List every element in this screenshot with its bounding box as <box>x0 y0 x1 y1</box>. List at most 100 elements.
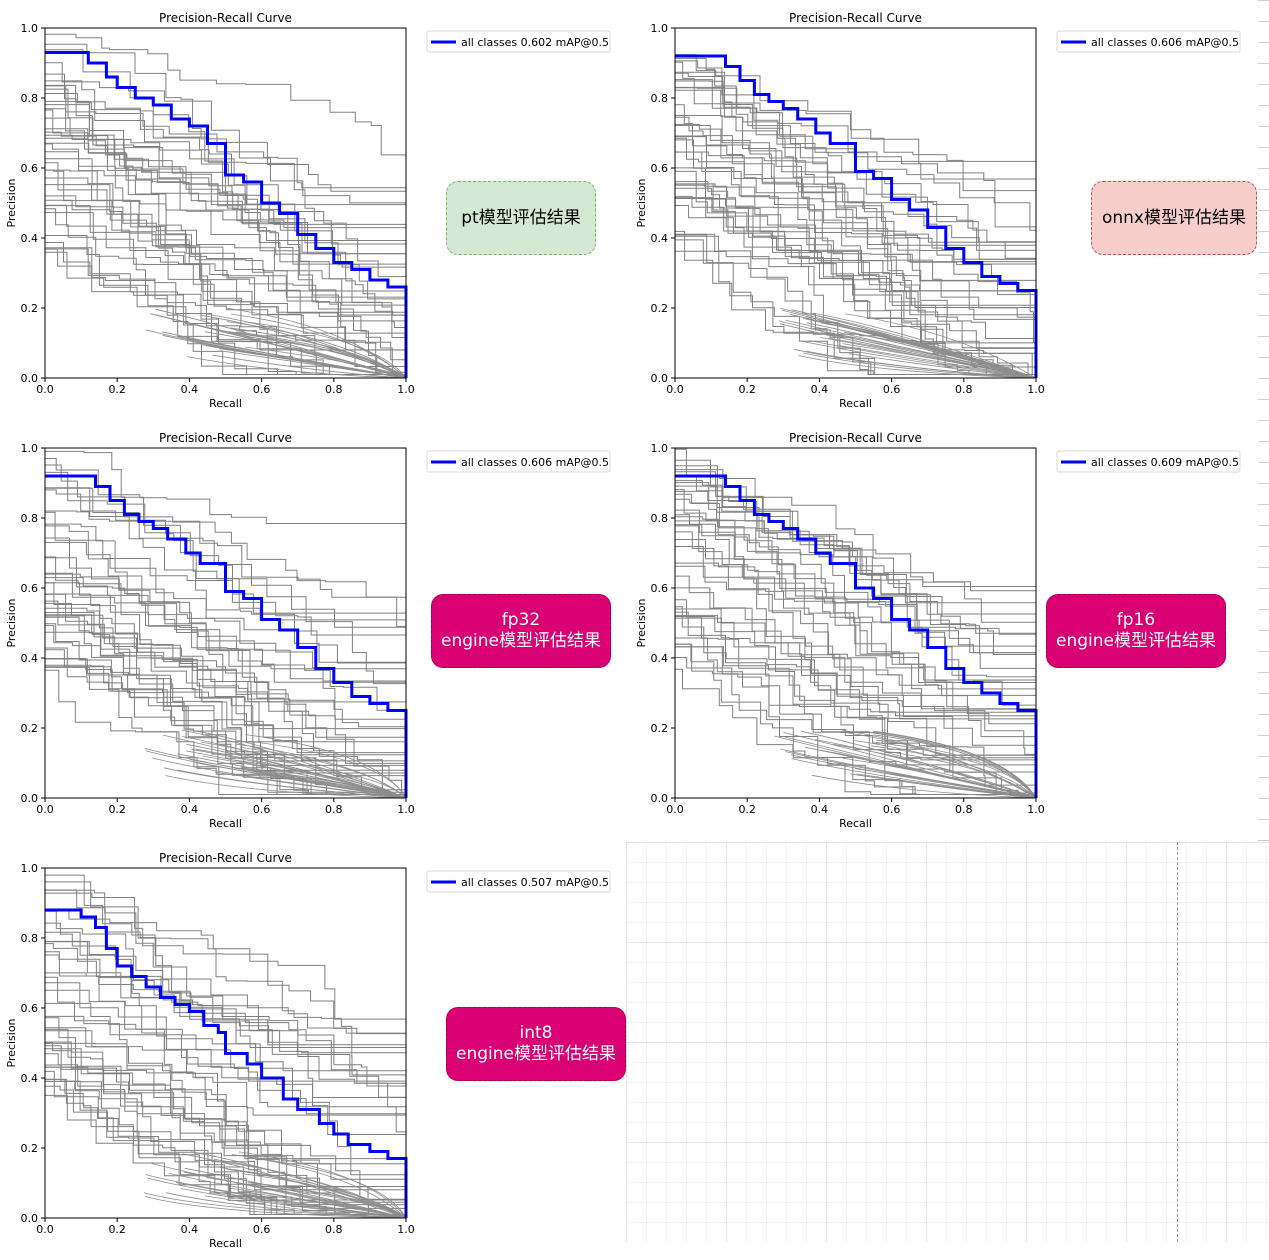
class-curve <box>804 746 1036 798</box>
class-curve <box>184 1171 406 1218</box>
x-tick-label: 0.2 <box>738 803 756 816</box>
class-curve <box>842 757 1036 798</box>
class-curve <box>45 208 406 375</box>
legend: all classes 0.602 mAP@0.5 <box>426 30 611 53</box>
chart-svg: 0.0 0.2 0.4 0.6 0.8 1.0 0.0 0.2 0.4 0.6 0.8 1.0 Prec… <box>5 431 611 830</box>
badge-pt-results[interactable]: pt模型评估结果 <box>446 181 596 255</box>
class-curve <box>241 770 406 798</box>
class-curve <box>675 79 1036 228</box>
badge-onnx-results[interactable]: onnx模型评估结果 <box>1091 181 1257 255</box>
class-curve <box>790 754 1036 798</box>
class-curve <box>813 312 1036 378</box>
class-curve <box>45 666 406 795</box>
class-curve <box>189 729 406 798</box>
x-tick-label: 0.8 <box>325 383 343 396</box>
class-curve <box>675 139 1036 243</box>
class-curve <box>45 134 406 328</box>
per-class-curves <box>45 450 406 798</box>
class-curve <box>45 1094 406 1215</box>
class-curve <box>45 593 406 795</box>
class-curve <box>204 331 406 378</box>
class-curve <box>854 768 1036 798</box>
class-curve <box>45 612 406 795</box>
class-curve <box>45 572 406 711</box>
x-tick-label: 0.4 <box>181 803 199 816</box>
class-curve <box>45 1066 406 1160</box>
x-tick-label: 0.2 <box>108 1223 126 1236</box>
class-curve <box>45 1042 406 1215</box>
class-curve <box>45 108 406 241</box>
chart-title: Precision-Recall Curve <box>159 11 292 25</box>
legend: all classes 0.606 mAP@0.5 <box>1056 30 1241 53</box>
class-curve <box>45 940 406 1087</box>
blank-canvas-grid <box>626 842 1269 1242</box>
y-tick-label: 0.2 <box>651 302 669 315</box>
series-line-all-classes <box>45 474 408 798</box>
class-curve <box>45 922 406 1133</box>
class-curve <box>45 557 406 683</box>
class-curve <box>45 84 406 245</box>
pr-chart-pt: 0.0 0.2 0.4 0.6 0.8 1.0 0.0 0.2 0.4 0.6 0.8 1.0 Prec… <box>0 0 620 420</box>
class-curve <box>675 509 1036 713</box>
chart-title: Precision-Recall Curve <box>159 851 292 865</box>
class-curve <box>45 1042 406 1116</box>
class-curve <box>45 910 406 1072</box>
chart-title: Precision-Recall Curve <box>159 431 292 445</box>
class-curve <box>188 340 406 378</box>
badge-fp16-engine-results[interactable]: fp16 engine模型评估结果 <box>1046 594 1226 668</box>
class-curve <box>871 745 1036 798</box>
plot-frame <box>674 447 1037 799</box>
x-tick-label: 0.4 <box>181 1223 199 1236</box>
class-curve <box>785 751 1036 798</box>
class-curve <box>806 322 1036 378</box>
class-curve <box>843 331 1036 378</box>
class-curve <box>45 1027 406 1165</box>
class-curve <box>145 1174 406 1218</box>
badge-int8-engine-results[interactable]: int8 engine模型评估结果 <box>446 1007 626 1081</box>
class-curve <box>45 177 406 375</box>
x-axis-label: Recall <box>839 817 872 830</box>
legend: all classes 0.606 mAP@0.5 <box>426 450 611 473</box>
class-curve <box>195 762 406 798</box>
y-tick-label: 0.8 <box>21 932 39 945</box>
class-curve <box>45 458 406 524</box>
y-axis-label: Precision <box>635 178 648 227</box>
badge-line: fp32 <box>501 610 541 630</box>
class-curve <box>675 539 1036 647</box>
x-axis-label: Recall <box>209 817 242 830</box>
class-curve <box>801 730 1036 798</box>
class-curve <box>231 313 406 378</box>
pr-chart-onnx: 0.0 0.2 0.4 0.6 0.8 1.0 0.0 0.2 0.4 0.6 0.8 1.0 Prec… <box>630 0 1250 420</box>
y-tick-label: 0.2 <box>21 302 39 315</box>
y-tick-label: 0.6 <box>651 582 669 595</box>
class-curve <box>143 1192 406 1218</box>
class-curve <box>45 623 406 743</box>
class-curve <box>45 573 406 670</box>
class-curve <box>845 732 1036 798</box>
pr-chart-fp32-engine: 0.0 0.2 0.4 0.6 0.8 1.0 0.0 0.2 0.4 0.6 0.8 1.0 Prec… <box>0 420 620 840</box>
class-curve <box>675 575 1036 755</box>
class-curve <box>868 748 1036 798</box>
badge-line: fp16 <box>1116 610 1156 630</box>
class-curve <box>675 565 1036 710</box>
legend-label: all classes 0.609 mAP@0.5 <box>1091 456 1239 469</box>
class-curve <box>249 756 406 798</box>
class-curve <box>45 205 406 375</box>
per-class-curves <box>45 33 406 378</box>
class-curve <box>675 136 1036 259</box>
y-tick-label: 1.0 <box>21 862 39 875</box>
legend-box <box>1056 30 1241 53</box>
y-tick-label: 0.0 <box>21 1212 39 1225</box>
class-curve <box>238 1151 406 1218</box>
x-tick-label: 0.6 <box>883 803 901 816</box>
x-tick-label: 0.8 <box>325 1223 343 1236</box>
class-curve <box>811 774 1036 798</box>
class-curve <box>784 736 1036 798</box>
badge-fp32-engine-results[interactable]: fp32 engine模型评估结果 <box>431 594 611 668</box>
x-tick-label: 0.6 <box>253 1223 271 1236</box>
class-curve <box>45 582 406 766</box>
class-curve <box>675 239 1036 375</box>
class-curve <box>214 1158 406 1218</box>
class-curve <box>675 57 1036 265</box>
y-tick-label: 0.6 <box>21 1002 39 1015</box>
